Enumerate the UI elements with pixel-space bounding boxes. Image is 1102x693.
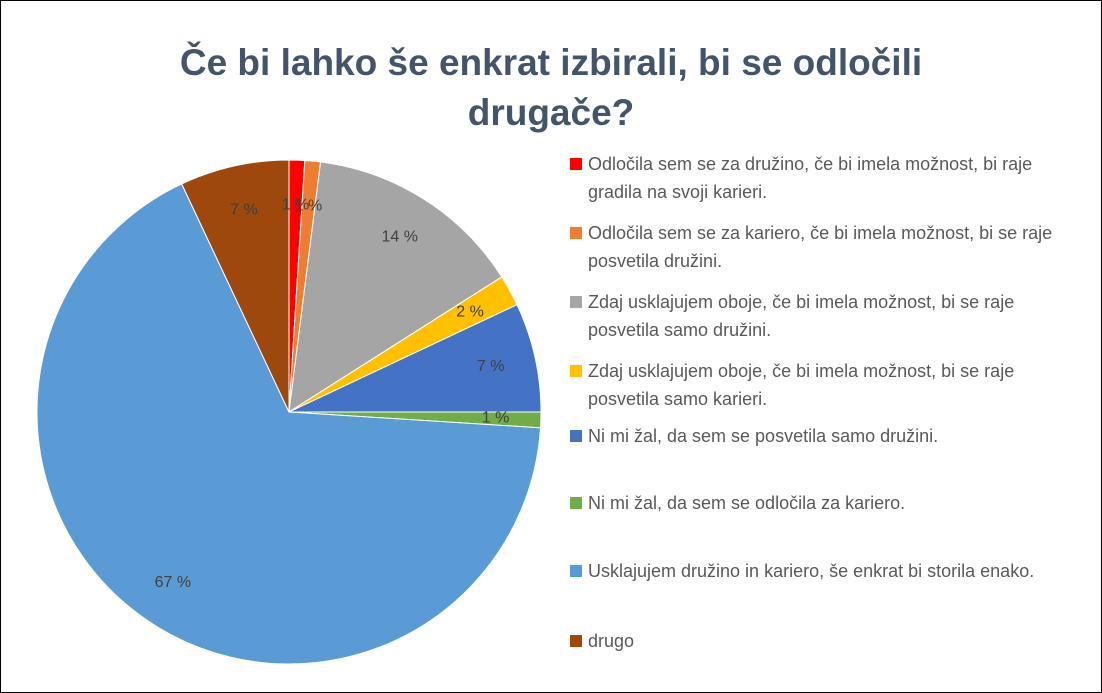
data-label: 1 %: [482, 410, 510, 427]
legend-swatch: [570, 227, 582, 239]
legend-swatch: [570, 497, 582, 509]
legend-entry: Zdaj usklajujem oboje, če bi imela možno…: [568, 357, 1088, 413]
legend-entry: Odločila sem se za kariero, če bi imela …: [568, 219, 1088, 275]
legend-swatch: [570, 565, 582, 577]
legend-entry: Odločila sem se za družino, če bi imela …: [568, 150, 1088, 206]
legend-swatch: [570, 296, 582, 308]
legend-label: Zdaj usklajujem oboje, če bi imela možno…: [588, 361, 1015, 409]
legend-label: drugo: [588, 631, 635, 651]
legend-label: Odločila sem se za družino, če bi imela …: [588, 154, 1033, 202]
legend-entry: Zdaj usklajujem oboje, če bi imela možno…: [568, 288, 1088, 344]
data-label: 14 %: [381, 229, 417, 246]
chart-title: Če bi lahko še enkrat izbirali, bi se od…: [180, 41, 922, 83]
legend-label: Odločila sem se za kariero, če bi imela …: [588, 223, 1053, 271]
pie-slice: [36, 183, 542, 665]
legend-swatch: [570, 635, 582, 647]
legend-label: Zdaj usklajujem oboje, če bi imela možno…: [588, 292, 1015, 340]
legend-swatch: [570, 158, 582, 170]
legend-swatch: [570, 430, 582, 442]
legend-label: Usklajujem družino in kariero, še enkrat…: [588, 561, 1035, 581]
legend-label: Ni mi žal, da sem se odločila za kariero…: [588, 493, 906, 513]
data-label: 2 %: [456, 304, 484, 321]
chart-title: drugače?: [468, 92, 635, 133]
legend-entry: Ni mi žal, da sem se odločila za kariero…: [568, 489, 1088, 517]
legend-swatch: [570, 365, 582, 377]
data-label: 7 %: [477, 358, 505, 375]
legend-entry: drugo: [568, 627, 1088, 655]
data-label: 1 %: [282, 197, 310, 214]
legend-label: Ni mi žal, da sem se posvetila samo druž…: [588, 426, 939, 446]
pie-slice: [181, 159, 290, 413]
data-label: 7 %: [230, 202, 258, 219]
data-label: 67 %: [155, 574, 191, 591]
data-label: 1 %: [295, 197, 323, 214]
legend-entry: Usklajujem družino in kariero, še enkrat…: [568, 557, 1088, 585]
pie-slice: [288, 161, 503, 413]
legend-entry: Ni mi žal, da sem se posvetila samo druž…: [568, 422, 1088, 450]
pie-slice: [288, 304, 542, 413]
